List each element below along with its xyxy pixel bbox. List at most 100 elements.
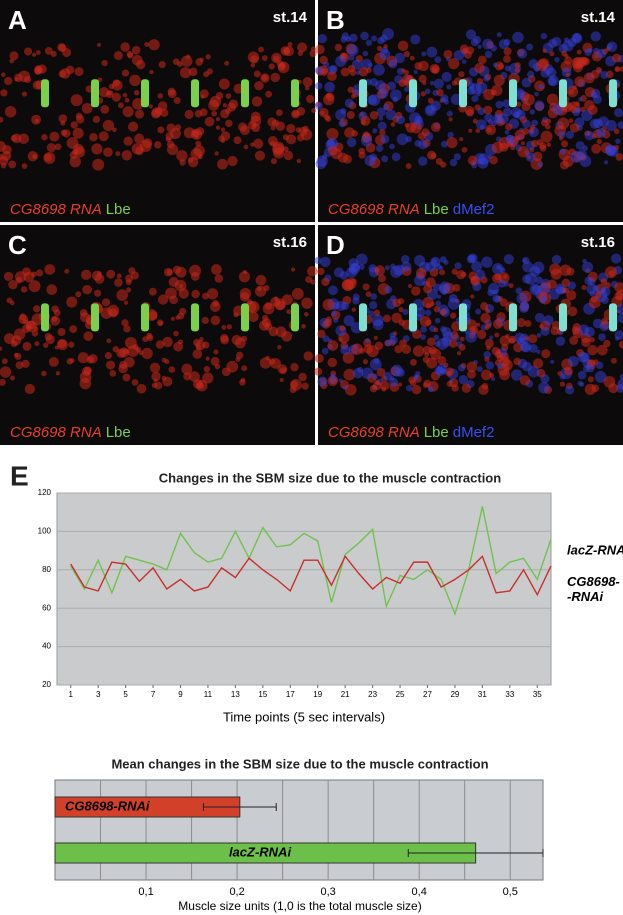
signal-red: [184, 109, 194, 119]
signal-blue: [619, 374, 623, 380]
signal-blue: [492, 62, 498, 68]
signal-blue: [402, 308, 409, 316]
signal-blue: [433, 78, 444, 89]
signal-red: [115, 151, 121, 157]
signal-blue: [418, 156, 428, 166]
signal-blue: [418, 139, 428, 150]
signal-red: [205, 356, 210, 361]
signal-red: [327, 71, 337, 81]
signal-blue: [488, 283, 500, 295]
signal-blue: [446, 110, 453, 117]
signal-red: [101, 298, 111, 307]
signal-red: [516, 317, 526, 328]
signal-red: [154, 381, 163, 390]
signal-red: [274, 296, 279, 301]
signal-red: [290, 380, 298, 389]
caption-part: CG8698 RNA: [328, 424, 420, 441]
signal-red: [484, 338, 494, 348]
signal-green: [459, 79, 467, 108]
signal-blue: [522, 258, 527, 263]
signal-red: [74, 146, 86, 158]
bar-label: lacZ-RNAi: [229, 844, 292, 859]
signal-red: [576, 49, 582, 55]
signal-blue: [538, 382, 550, 394]
signal-red: [317, 267, 325, 276]
signal-green: [41, 303, 49, 332]
signal-red: [571, 85, 577, 91]
x-tick-label: 3: [96, 690, 101, 699]
signal-red: [199, 89, 209, 99]
y-tick-label: 40: [42, 642, 51, 651]
signal-red: [4, 106, 17, 118]
signal-blue: [590, 91, 598, 98]
signal-red: [591, 143, 602, 154]
signal-red: [436, 88, 444, 97]
signal-blue: [384, 285, 393, 294]
signal-blue: [536, 349, 541, 354]
signal-green: [459, 303, 467, 332]
signal-red: [369, 384, 378, 393]
signal-red: [425, 303, 432, 309]
signal-red: [154, 141, 162, 149]
signal-red: [243, 144, 249, 150]
signal-blue: [466, 255, 475, 264]
signal-red: [68, 341, 75, 348]
signal-red: [376, 45, 383, 51]
signal-blue: [320, 256, 331, 268]
y-tick-label: 120: [38, 488, 52, 497]
signal-red: [595, 66, 602, 73]
signal-blue: [362, 50, 369, 57]
signal-red: [0, 378, 6, 386]
signal-blue: [479, 124, 485, 130]
signal-red: [121, 319, 129, 327]
signal-blue: [383, 103, 390, 111]
signal-blue: [340, 108, 347, 115]
signal-red: [168, 366, 176, 373]
signal-red: [569, 123, 580, 133]
signal-red: [123, 300, 129, 305]
caption-part: CG8698 RNA: [328, 201, 420, 218]
signal-red: [542, 48, 547, 53]
signal-red: [298, 372, 307, 382]
signal-red: [369, 110, 379, 120]
signal-red: [564, 53, 569, 59]
signal-red: [148, 39, 160, 51]
signal-blue: [314, 82, 323, 90]
signal-blue: [496, 32, 502, 38]
signal-red: [123, 136, 133, 146]
signal-red: [350, 94, 356, 99]
signal-red: [493, 74, 505, 87]
signal-blue: [406, 384, 413, 392]
signal-red: [373, 335, 378, 340]
signal-red: [149, 362, 161, 373]
signal-red: [381, 386, 387, 392]
signal-blue: [540, 326, 550, 336]
signal-blue: [346, 137, 357, 148]
signal-red: [100, 104, 110, 114]
signal-red: [149, 69, 154, 75]
signal-blue: [401, 261, 412, 272]
signal-red: [188, 67, 198, 77]
signal-blue: [453, 49, 465, 61]
signal-blue: [477, 107, 485, 115]
signal-red: [24, 383, 35, 395]
signal-red: [74, 67, 84, 77]
signal-red: [258, 46, 265, 53]
signal-green: [91, 79, 99, 108]
signal-red: [524, 320, 532, 328]
signal-red: [501, 359, 513, 371]
signal-red: [199, 336, 204, 342]
signal-red: [392, 298, 402, 308]
signal-red: [568, 88, 575, 95]
signal-blue: [584, 130, 595, 141]
signal-red: [66, 358, 74, 365]
signal-blue: [465, 29, 477, 40]
signal-red: [306, 94, 315, 104]
signal-red: [18, 314, 29, 325]
signal-red: [181, 55, 193, 67]
signal-red: [483, 88, 495, 101]
signal-red: [558, 136, 564, 141]
signal-red: [46, 284, 58, 295]
signal-blue: [572, 33, 582, 43]
signal-blue: [437, 294, 442, 299]
